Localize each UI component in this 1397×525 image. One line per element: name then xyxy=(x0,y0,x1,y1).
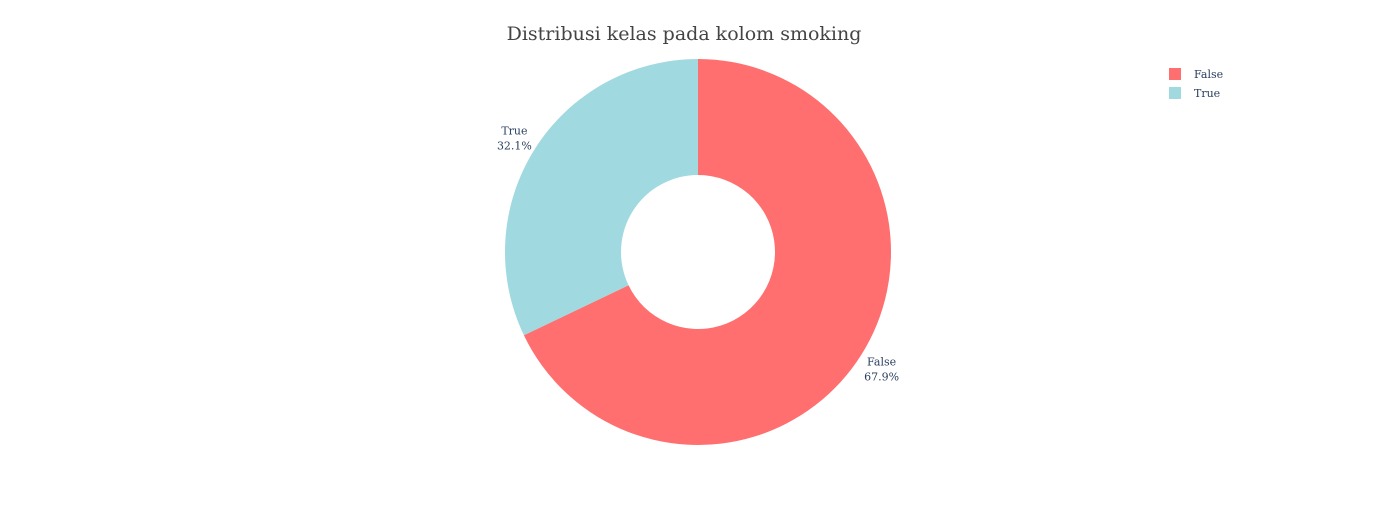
legend-swatch-true xyxy=(1169,87,1181,99)
chart-title: Distribusi kelas pada kolom smoking xyxy=(507,23,862,45)
slice-label-false: False xyxy=(867,356,896,369)
slice-labels: False 67.9% True 32.1% xyxy=(497,124,899,383)
legend: False True xyxy=(1169,68,1223,100)
legend-item-true[interactable]: True xyxy=(1169,87,1220,100)
slice-true[interactable] xyxy=(504,59,698,336)
slice-label-true: True xyxy=(501,124,527,137)
slice-false[interactable] xyxy=(523,59,891,445)
donut-slices xyxy=(504,59,891,445)
legend-label-true: True xyxy=(1194,87,1220,100)
legend-item-false[interactable]: False xyxy=(1169,68,1223,81)
slice-percent-false: 67.9% xyxy=(864,371,899,384)
slice-percent-true: 32.1% xyxy=(497,139,532,152)
legend-label-false: False xyxy=(1194,68,1223,81)
legend-swatch-false xyxy=(1169,68,1181,80)
